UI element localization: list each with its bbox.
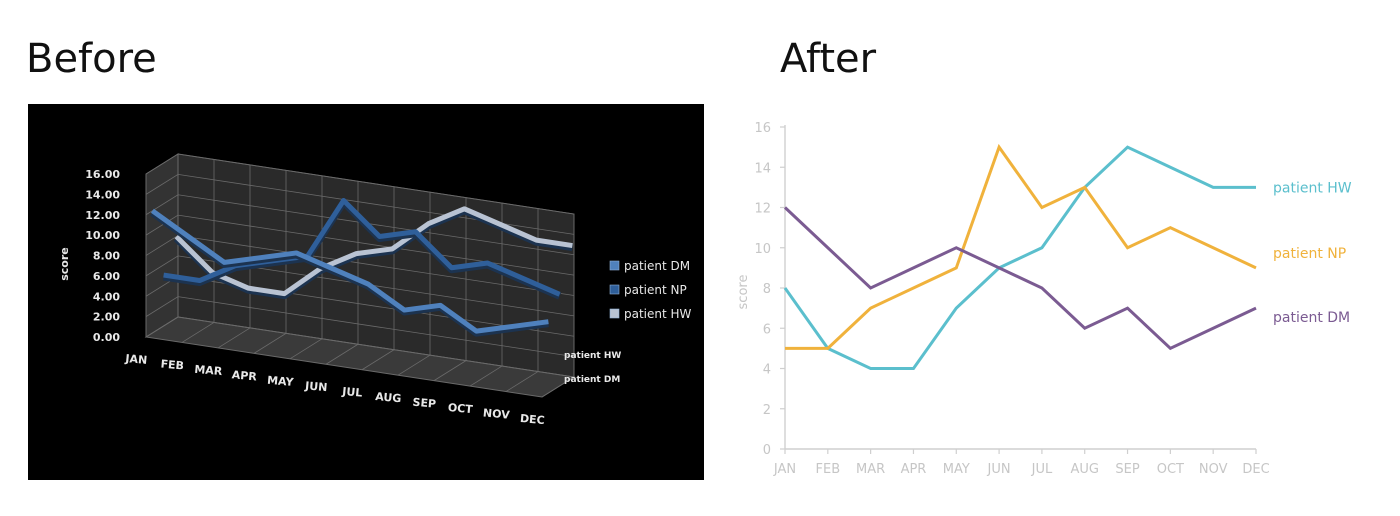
after-x-tick-label: JAN <box>773 462 796 477</box>
after-x-tick-label: NOV <box>1199 462 1228 477</box>
after-y-tick-label: 6 <box>763 322 771 337</box>
after-x-tick-label: SEP <box>1115 462 1139 477</box>
before-y-tick-label: 8.00 <box>93 250 120 263</box>
before-y-tick-label: 0.00 <box>93 331 120 344</box>
before-gridline <box>433 360 467 381</box>
before-x-tick-label: SEP <box>412 396 437 411</box>
after-x-tick-label: FEB <box>816 462 841 477</box>
before-y-tick-label: 12.00 <box>85 209 120 222</box>
after-y-tick-label: 16 <box>754 121 771 136</box>
after-series-label-patient-hw: patient HW <box>1273 180 1352 196</box>
after-x-tick-label: OCT <box>1157 462 1184 477</box>
before-x-tick-label: FEB <box>160 357 184 372</box>
before-gridline <box>217 327 251 349</box>
after-x-tick-label: MAY <box>943 462 970 477</box>
before-gridline <box>181 322 215 343</box>
before-gridline <box>397 354 431 376</box>
before-gridline <box>289 338 323 360</box>
after-heading: After <box>780 36 877 82</box>
before-y-tick-label: 4.00 <box>93 290 120 303</box>
before-x-tick-label: OCT <box>447 401 473 416</box>
before-gridline <box>361 349 395 371</box>
before-gridline <box>145 316 179 338</box>
after-series-patient-hw-line <box>783 145 1256 370</box>
before-x-tick-label: JUL <box>341 385 363 400</box>
after-y-tick-label: 10 <box>754 242 771 257</box>
before-x-tick-label: APR <box>231 368 258 383</box>
before-y-tick-label: 16.00 <box>85 168 120 181</box>
before-legend-swatch-patient-dm <box>609 260 620 271</box>
before-gridline <box>253 333 287 354</box>
before-depth-label: patient DM <box>564 375 620 385</box>
after-series-label-patient-np: patient NP <box>1273 246 1346 262</box>
before-x-tick-label: MAR <box>194 363 223 378</box>
before-x-tick-label: AUG <box>375 390 402 405</box>
before-x-tick-label: JAN <box>124 352 148 367</box>
before-x-tick-label: JUN <box>304 379 328 394</box>
before-y-tick-label: 2.00 <box>93 311 120 324</box>
after-series-patient-np-line <box>785 143 1257 350</box>
before-legend-label-patient-np: patient NP <box>624 283 687 297</box>
after-y-tick-label: 4 <box>763 363 771 378</box>
after-y-tick-label: 2 <box>763 403 771 418</box>
before-series-patient-np-line <box>163 197 561 297</box>
after-series-patient-dm-line <box>783 206 1257 351</box>
after-y-tick-label: 8 <box>763 282 771 297</box>
after-x-tick-label: JUL <box>1031 462 1053 477</box>
before-legend-swatch-patient-np <box>609 284 620 295</box>
before-y-tick-label: 14.00 <box>85 188 120 201</box>
before-y-tick-label: 6.00 <box>93 270 120 283</box>
after-x-tick-label: JUN <box>987 462 1011 477</box>
after-y-tick-label: 0 <box>763 443 771 458</box>
before-gridline <box>469 365 503 387</box>
after-x-tick-label: MAR <box>856 462 885 477</box>
before-x-tick-label: DEC <box>519 412 545 427</box>
before-series-patient-hw-line <box>174 206 573 297</box>
after-y-tick-label: 12 <box>754 202 771 217</box>
before-chart-panel: 0.00 2.00 4.00 6.00 8.00 10.00 12.00 14.00 16.00… <box>28 104 704 480</box>
before-legend-label-patient-dm: patient DM <box>624 259 690 273</box>
before-legend-swatch-patient-hw <box>609 308 620 319</box>
before-legend-label-patient-hw: patient HW <box>624 307 692 321</box>
after-chart: 0 2 4 6 8 10 12 14 16 JAN FEB MAR APR MAY JUN JUL AUG SEP… <box>736 121 1352 477</box>
before-depth-label: patient HW <box>564 351 621 361</box>
before-x-tick-label: NOV <box>482 406 510 421</box>
before-x-tick-label: MAY <box>267 374 295 389</box>
before-gridline <box>325 343 359 365</box>
after-y-axis-label: score <box>736 275 751 310</box>
after-series-label-patient-dm: patient DM <box>1273 310 1350 326</box>
before-series-patient-dm-line <box>150 208 549 334</box>
before-y-axis-label: score <box>58 247 71 281</box>
after-x-tick-label: APR <box>901 462 927 477</box>
after-x-tick-label: DEC <box>1242 462 1269 477</box>
before-y-tick-label: 10.00 <box>85 229 120 242</box>
before-gridline <box>505 371 539 392</box>
before-chart: 0.00 2.00 4.00 6.00 8.00 10.00 12.00 14.00 16.00… <box>58 153 692 427</box>
before-heading: Before <box>26 36 157 82</box>
before-gridline <box>541 376 575 398</box>
after-y-tick-label: 14 <box>754 161 771 176</box>
after-x-tick-label: AUG <box>1070 462 1098 477</box>
